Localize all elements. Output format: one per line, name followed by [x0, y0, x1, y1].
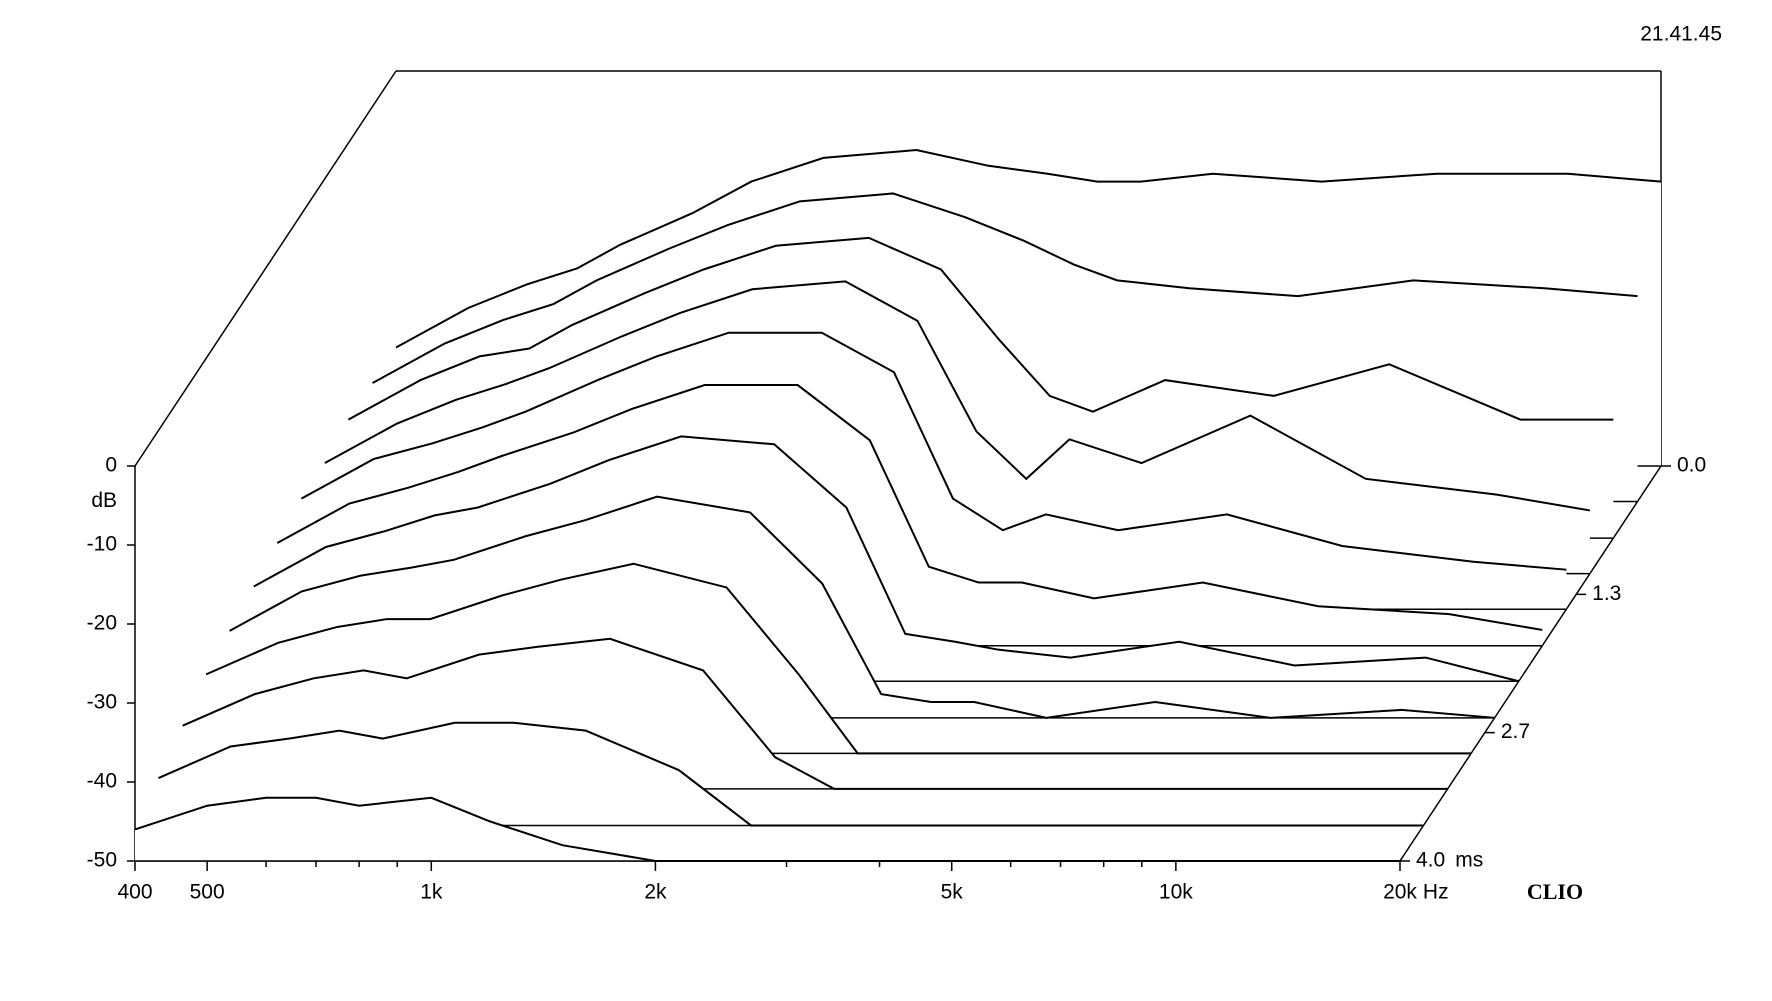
x-tick-label: 500: [190, 881, 225, 904]
z-tick-label: 0.0: [1677, 454, 1706, 477]
z-tick-label: 2.7: [1501, 720, 1530, 743]
slice-curve: [276, 384, 1543, 631]
y-tick-label: 0: [105, 454, 117, 477]
slice-curve: [158, 721, 1424, 827]
x-tick-label: 1k: [420, 881, 443, 904]
y-tick-label: -10: [87, 533, 117, 556]
z-axis-label: ms: [1455, 849, 1483, 872]
z-tick-label: 1.3: [1592, 582, 1621, 605]
y-tick-label: -30: [87, 691, 117, 714]
timestamp: 21.41.45: [1640, 23, 1722, 46]
slice-curve: [134, 796, 1400, 862]
x-axis-label: Hz: [1423, 881, 1449, 904]
y-axis-label: dB: [91, 489, 117, 512]
x-tick-label: 10k: [1159, 881, 1193, 904]
slice-curve: [347, 236, 1614, 421]
slice-curve: [324, 280, 1591, 512]
x-tick-label: 20k: [1383, 881, 1417, 904]
brand: CLIO: [1527, 879, 1583, 904]
z-tick-label: 4.0: [1416, 849, 1445, 872]
x-tick-label: 5k: [941, 881, 964, 904]
slice-fill: [158, 722, 1424, 826]
slice-curve: [300, 331, 1567, 571]
y-tick-label: -40: [87, 770, 117, 793]
y-tick-label: -50: [87, 849, 117, 872]
slice-curve: [229, 495, 1495, 719]
slice-curve: [395, 148, 1662, 349]
slice-curve: [182, 637, 1448, 790]
slice-curve: [372, 192, 1638, 384]
slice-fill: [135, 797, 1400, 861]
y-tick-label: -20: [87, 612, 117, 635]
frame-edge: [1399, 465, 1662, 862]
slice-curve: [253, 435, 1520, 683]
x-tick-label: 400: [117, 881, 152, 904]
x-tick-label: 2k: [644, 881, 667, 904]
frame-edge: [134, 70, 397, 467]
slice-curve: [205, 562, 1472, 755]
